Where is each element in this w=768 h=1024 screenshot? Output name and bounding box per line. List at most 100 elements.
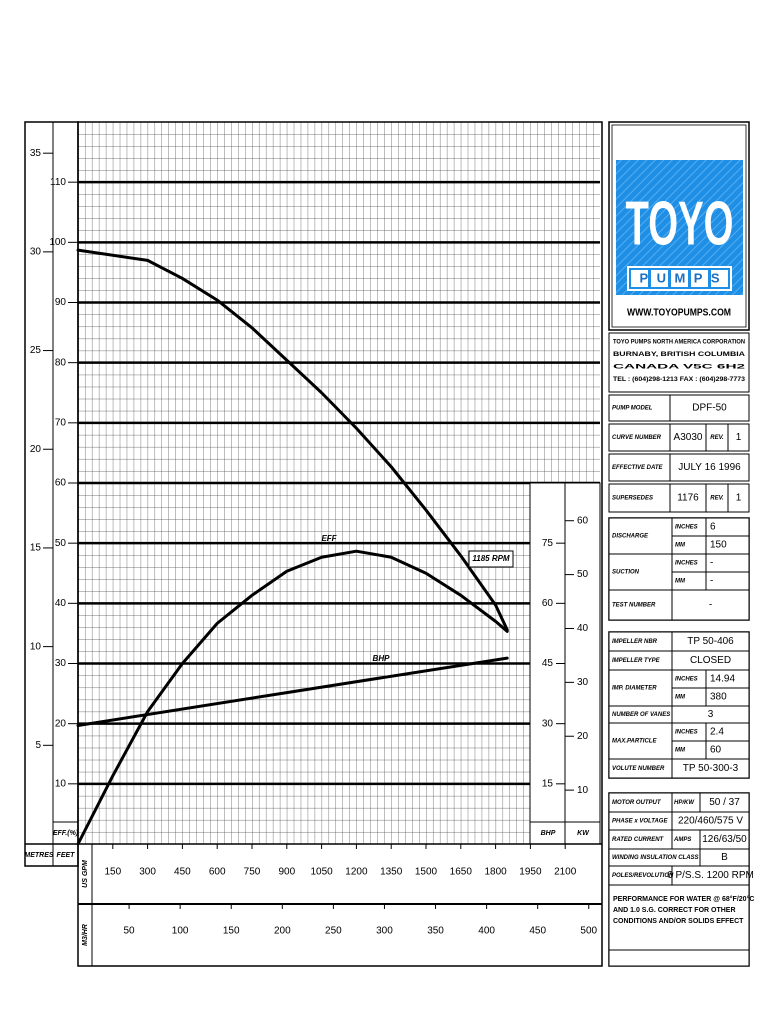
eff-tick-label: 30 — [542, 718, 554, 729]
field-label: SUCTION — [612, 570, 640, 576]
x-tick-label: 1800 — [484, 867, 507, 878]
logo-subtitle: PUMPS — [640, 270, 720, 285]
website: WWW.TOYOPUMPS.COM — [627, 308, 731, 319]
curve — [76, 656, 509, 727]
field-value: CLOSED — [690, 655, 731, 666]
field-label: CURVE NUMBER — [612, 435, 662, 441]
x2-tick-label: 400 — [478, 926, 495, 937]
field-label: NUMBER OF VANES — [612, 712, 670, 718]
x2-tick-label: 100 — [172, 926, 189, 937]
field-label: MM — [675, 543, 686, 549]
address-line: CANADA V5C 6H2 — [613, 364, 746, 371]
field-value: DPF-50 — [692, 403, 727, 414]
x-tick-label: 900 — [278, 867, 295, 878]
metres-tick-label: 25 — [30, 345, 42, 356]
note-line: AND 1.0 S.G. CORRECT FOR OTHER — [613, 907, 736, 914]
logo-letter-box — [631, 270, 648, 287]
field-value: 126/63/50 — [702, 834, 747, 845]
cell — [727, 483, 750, 513]
x-tick-label: 1650 — [450, 867, 473, 878]
cell — [727, 423, 750, 452]
metres-tick-label: 20 — [30, 444, 42, 455]
y-tick-label: 80 — [55, 357, 67, 368]
field-value: - — [710, 558, 713, 569]
field-label: REV. — [710, 496, 724, 502]
bhp-tick-label: 50 — [577, 569, 589, 580]
field-label: SUPERSEDES — [612, 496, 653, 502]
address-line: TOYO PUMPS NORTH AMERICA CORPORATION — [613, 339, 745, 346]
cell — [608, 669, 673, 707]
eff-tick-label: 15 — [542, 778, 554, 789]
x2-tick-label: 350 — [427, 926, 444, 937]
cell — [608, 423, 671, 452]
field-label: INCHES — [675, 561, 698, 567]
x-tick-label: 150 — [104, 867, 121, 878]
field-label: INCHES — [675, 677, 698, 683]
field-label: RATED CURRENT — [612, 837, 665, 843]
y-tick-label: 100 — [49, 237, 66, 248]
x2-tick-label: 250 — [325, 926, 342, 937]
metres-tick-label: 15 — [30, 543, 42, 554]
cell — [669, 453, 750, 482]
field-label: WINDING INSULATION CLASS — [612, 855, 699, 861]
y-tick-label: 30 — [55, 658, 67, 669]
field-value: A3030 — [674, 432, 703, 443]
title-block: TOYO PUMPS WWW.TOYOPUMPS.COM TOYO PUMPS … — [608, 121, 754, 967]
field-value: - — [709, 600, 712, 611]
field-value: TP 50-406 — [687, 636, 734, 647]
x2-tick-label: 50 — [124, 926, 136, 937]
field-value: - — [710, 576, 713, 587]
cell — [608, 517, 673, 555]
field-label: IMP. DIAMETER — [612, 686, 657, 692]
bhp-tick-label: 30 — [577, 677, 589, 688]
field-value: 150 — [710, 540, 727, 551]
cell — [608, 553, 673, 591]
field-label: EFFECTIVE DATE — [612, 465, 664, 471]
cell — [608, 394, 671, 422]
field-label: VOLUTE NUMBER — [612, 766, 665, 772]
logo-letter-box — [691, 270, 708, 287]
bhp-tick-label: 40 — [577, 623, 589, 634]
logo-text: TOYO — [626, 189, 734, 258]
x-tick-label: 1050 — [310, 867, 333, 878]
field-label: HP/KW — [674, 800, 695, 806]
field-label: MM — [675, 579, 686, 585]
x-tick-label: 750 — [244, 867, 261, 878]
field-label: IMPELLER NBR — [612, 639, 658, 645]
y-tick-label: 40 — [55, 598, 67, 609]
kw-axis-title: KW — [577, 830, 590, 837]
field-label: PHASE x VOLTAGE — [612, 819, 668, 825]
logo-letter-box — [651, 270, 668, 287]
logo-letter-box — [711, 270, 728, 287]
metres-tick-label: 30 — [30, 247, 42, 258]
y-tick-label: 60 — [55, 478, 67, 489]
chart: 10 20 30 40 50 60 70 80 90 100 110 5 10 15 20 25 30 35 BHP… — [24, 121, 603, 967]
cell — [608, 722, 673, 760]
cell — [669, 394, 750, 422]
x-tick-label: 1500 — [415, 867, 438, 878]
field-value: 380 — [710, 692, 727, 703]
field-value: 3 — [708, 709, 714, 720]
field-label: IMPELLER TYPE — [612, 658, 661, 664]
feet-axis-title: FEET — [57, 852, 76, 859]
field-label: MM — [675, 748, 686, 754]
x2-axis-title: M3/HR — [82, 924, 89, 946]
field-value: 1 — [736, 493, 742, 504]
y-tick-label: 10 — [55, 778, 67, 789]
eff-tick-label: 75 — [542, 538, 554, 549]
field-label: MOTOR OUTPUT — [612, 800, 662, 806]
eff-tick-label: 60 — [542, 598, 554, 609]
y-tick-label: 110 — [50, 177, 66, 188]
metres-tick-label: 35 — [30, 148, 42, 159]
curve-label-box — [468, 550, 514, 568]
cell — [608, 483, 671, 513]
logo-box — [608, 121, 750, 331]
y-tick-label: 90 — [55, 297, 67, 308]
field-label: MAX.PARTICLE — [612, 739, 657, 745]
field-label: INCHES — [675, 525, 698, 531]
bhp-tick-label: 10 — [577, 785, 589, 796]
field-value: 14.94 — [710, 674, 735, 685]
eff-axis-title: EFF.(%) — [53, 830, 79, 837]
x2-tick-label: 200 — [274, 926, 291, 937]
